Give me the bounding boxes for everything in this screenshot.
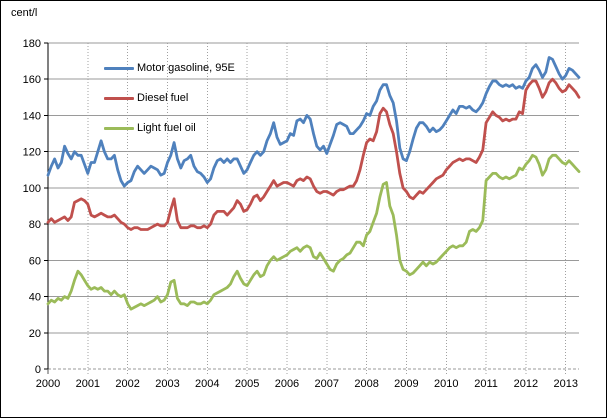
legend-line-swatch-blue [104, 66, 134, 70]
y-tick-label: 0 [35, 364, 41, 376]
y-tick-label: 80 [29, 219, 41, 231]
x-tick-label: 2001 [76, 378, 100, 390]
y-tick-label: 160 [23, 74, 41, 86]
x-tick-label: 2006 [275, 378, 299, 390]
y-tick-label: 120 [23, 147, 41, 159]
x-tick-label: 2002 [115, 378, 139, 390]
x-tick-label: 2007 [315, 378, 339, 390]
legend-label: Light fuel oil [137, 122, 196, 134]
x-tick-label: 2009 [394, 378, 418, 390]
series-line-motor-gasoline-95e [46, 56, 581, 188]
y-tick-label: 20 [29, 328, 41, 340]
legend-item-light-fuel-oil: Light fuel oil [104, 113, 235, 143]
legend-line-swatch-green [104, 126, 134, 130]
legend-label: Motor gasoline, 95E [137, 62, 235, 74]
x-tick-label: 2012 [514, 378, 538, 390]
x-tick-label: 2011 [474, 378, 498, 390]
x-tick-label: 2003 [155, 378, 179, 390]
x-tick-label: 2008 [354, 378, 378, 390]
y-axis-unit-label: cent/l [11, 7, 38, 19]
series-line-light-fuel-oil [46, 153, 581, 311]
legend-item-diesel-fuel: Diesel fuel [104, 83, 235, 113]
y-tick-label: 40 [29, 292, 41, 304]
series-line-diesel-fuel [46, 77, 581, 231]
legend-line-swatch-red [104, 96, 134, 100]
y-tick-label: 180 [23, 38, 41, 50]
legend-item-motor-gasoline: Motor gasoline, 95E [104, 53, 235, 83]
chart-legend: Motor gasoline, 95E Diesel fuel Light fu… [104, 53, 235, 143]
y-tick-label: 140 [23, 110, 41, 122]
x-tick-label: 2000 [36, 378, 60, 390]
x-tick-label: 2005 [235, 378, 259, 390]
x-tick-label: 2013 [553, 378, 577, 390]
y-tick-label: 60 [29, 255, 41, 267]
legend-label: Diesel fuel [137, 92, 189, 104]
y-tick-label: 100 [23, 183, 41, 195]
x-tick-label: 2004 [195, 378, 219, 390]
x-tick-label: 2010 [434, 378, 458, 390]
